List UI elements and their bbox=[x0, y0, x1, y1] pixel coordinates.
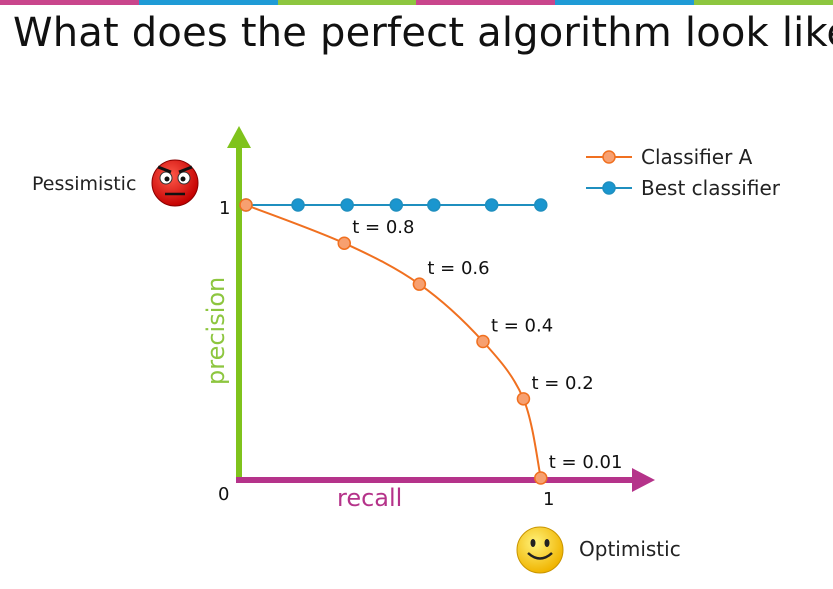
data-point-best-classifier bbox=[534, 198, 548, 212]
legend-label-classifier-a: Classifier A bbox=[641, 145, 753, 169]
optimistic-label: Optimistic bbox=[579, 537, 681, 561]
data-point-best-classifier bbox=[291, 198, 305, 212]
top-bar-segment bbox=[555, 0, 695, 5]
series-line-classifier-a bbox=[245, 204, 542, 479]
pessimistic-label: Pessimistic bbox=[32, 173, 136, 195]
top-bar-segment bbox=[416, 0, 556, 5]
data-point-classifier-a bbox=[337, 236, 352, 250]
x-axis bbox=[236, 468, 655, 492]
top-bar-segment bbox=[0, 0, 139, 5]
angry-face-icon bbox=[151, 159, 199, 207]
top-color-bar bbox=[0, 0, 833, 5]
y-axis-label: precision bbox=[202, 277, 230, 385]
y-axis bbox=[227, 126, 251, 482]
data-label-threshold: t = 0.2 bbox=[531, 373, 593, 394]
x-axis-label: recall bbox=[337, 484, 402, 512]
legend-label-best-classifier: Best classifier bbox=[641, 176, 781, 200]
data-point-classifier-a bbox=[239, 198, 253, 212]
smiley-face-icon bbox=[516, 526, 564, 574]
x-tick-label-max: 1 bbox=[543, 489, 554, 510]
data-point-classifier-a bbox=[412, 277, 427, 291]
top-bar-segment bbox=[138, 0, 278, 5]
slide-title: What does the perfect algorithm look lik… bbox=[13, 10, 833, 56]
series-layer: t = 0.8 t = 0.6 t = 0.4 t = 0.2 t = 0.01 bbox=[239, 198, 623, 485]
data-point-best-classifier bbox=[340, 198, 354, 212]
data-point-classifier-a bbox=[534, 471, 548, 485]
data-point-classifier-a bbox=[516, 392, 531, 406]
legend-marker-classifier-a bbox=[602, 150, 616, 164]
top-bar-segment bbox=[277, 0, 417, 5]
data-label-threshold: t = 0.4 bbox=[491, 316, 553, 337]
data-point-best-classifier bbox=[427, 198, 441, 212]
legend-marker-best-classifier bbox=[602, 181, 616, 195]
data-label-threshold: t = 0.8 bbox=[352, 217, 414, 238]
y-tick-label-max: 1 bbox=[219, 198, 230, 219]
data-label-threshold: t = 0.6 bbox=[427, 258, 489, 279]
data-point-classifier-a bbox=[476, 334, 490, 349]
data-point-best-classifier bbox=[389, 198, 404, 212]
x-tick-label-origin: 0 bbox=[218, 484, 229, 505]
data-label-threshold: t = 0.01 bbox=[549, 452, 623, 473]
legend: Classifier A Best classifier bbox=[586, 145, 781, 200]
data-point-best-classifier bbox=[484, 198, 499, 212]
top-bar-segment bbox=[694, 0, 833, 5]
